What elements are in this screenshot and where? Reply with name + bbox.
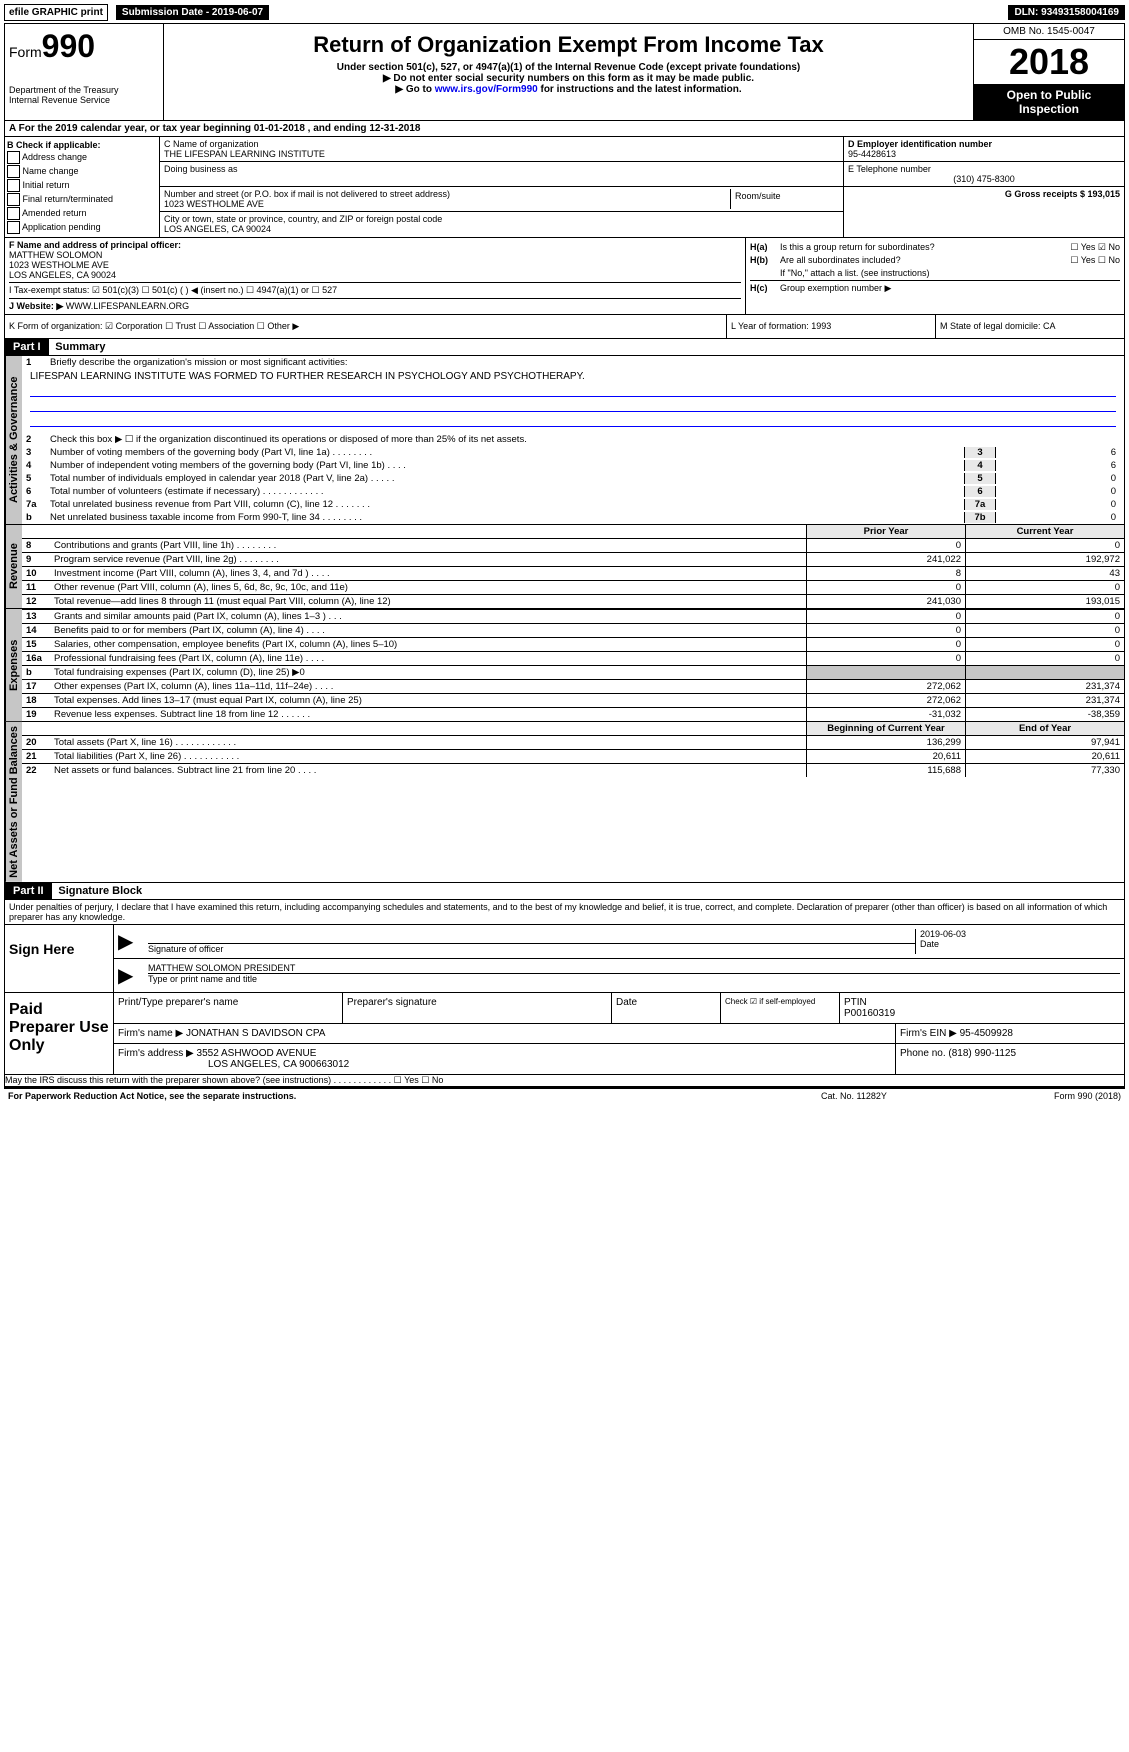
form-title: Return of Organization Exempt From Incom… [168, 32, 969, 58]
tax-year: 2018 [974, 40, 1124, 84]
column-c: C Name of organizationTHE LIFESPAN LEARN… [160, 137, 843, 237]
part-ii-header: Part II Signature Block [4, 883, 1125, 900]
checkbox-amended[interactable] [7, 207, 20, 220]
footer: For Paperwork Reduction Act Notice, see … [4, 1089, 1125, 1103]
open-to-public: Open to Public Inspection [974, 84, 1124, 120]
column-b: B Check if applicable: Address change Na… [5, 137, 160, 237]
signature-block: Under penalties of perjury, I declare th… [4, 900, 1125, 993]
checkbox-final[interactable] [7, 193, 20, 206]
row-i: I Tax-exempt status: ☑ 501(c)(3) ☐ 501(c… [9, 282, 741, 296]
row-k-l-m: K Form of organization: ☑ Corporation ☐ … [4, 315, 1125, 339]
submission-date: Submission Date - 2019-06-07 [116, 5, 269, 20]
checkbox-initial[interactable] [7, 179, 20, 192]
omb-number: OMB No. 1545-0047 [974, 24, 1124, 40]
section-f-h: F Name and address of principal officer:… [4, 238, 1125, 315]
expenses-section: Expenses 13Grants and similar amounts pa… [4, 609, 1125, 722]
efile-label: efile GRAPHIC print [4, 4, 108, 21]
section-b-c-d-e: B Check if applicable: Address change Na… [4, 137, 1125, 238]
checkbox-address[interactable] [7, 151, 20, 164]
checkbox-name[interactable] [7, 165, 20, 178]
net-assets-section: Net Assets or Fund Balances Beginning of… [4, 722, 1125, 883]
efile-header: efile GRAPHIC print Submission Date - 20… [4, 4, 1125, 21]
irs-link[interactable]: www.irs.gov/Form990 [435, 84, 538, 95]
activities-governance: Activities & Governance 1Briefly describ… [4, 356, 1125, 525]
part-i-header: Part I Summary [4, 339, 1125, 356]
revenue-section: Revenue Prior YearCurrent Year 8Contribu… [4, 525, 1125, 609]
column-d-e-g: D Employer identification number95-44286… [843, 137, 1124, 237]
form-header: Form990 Department of the Treasury Inter… [4, 23, 1125, 121]
paid-preparer: Paid Preparer Use Only Print/Type prepar… [4, 993, 1125, 1075]
dln: DLN: 93493158004169 [1008, 5, 1125, 20]
checkbox-pending[interactable] [7, 221, 20, 234]
row-a: A For the 2019 calendar year, or tax yea… [4, 121, 1125, 137]
discuss-row: May the IRS discuss this return with the… [4, 1075, 1125, 1087]
